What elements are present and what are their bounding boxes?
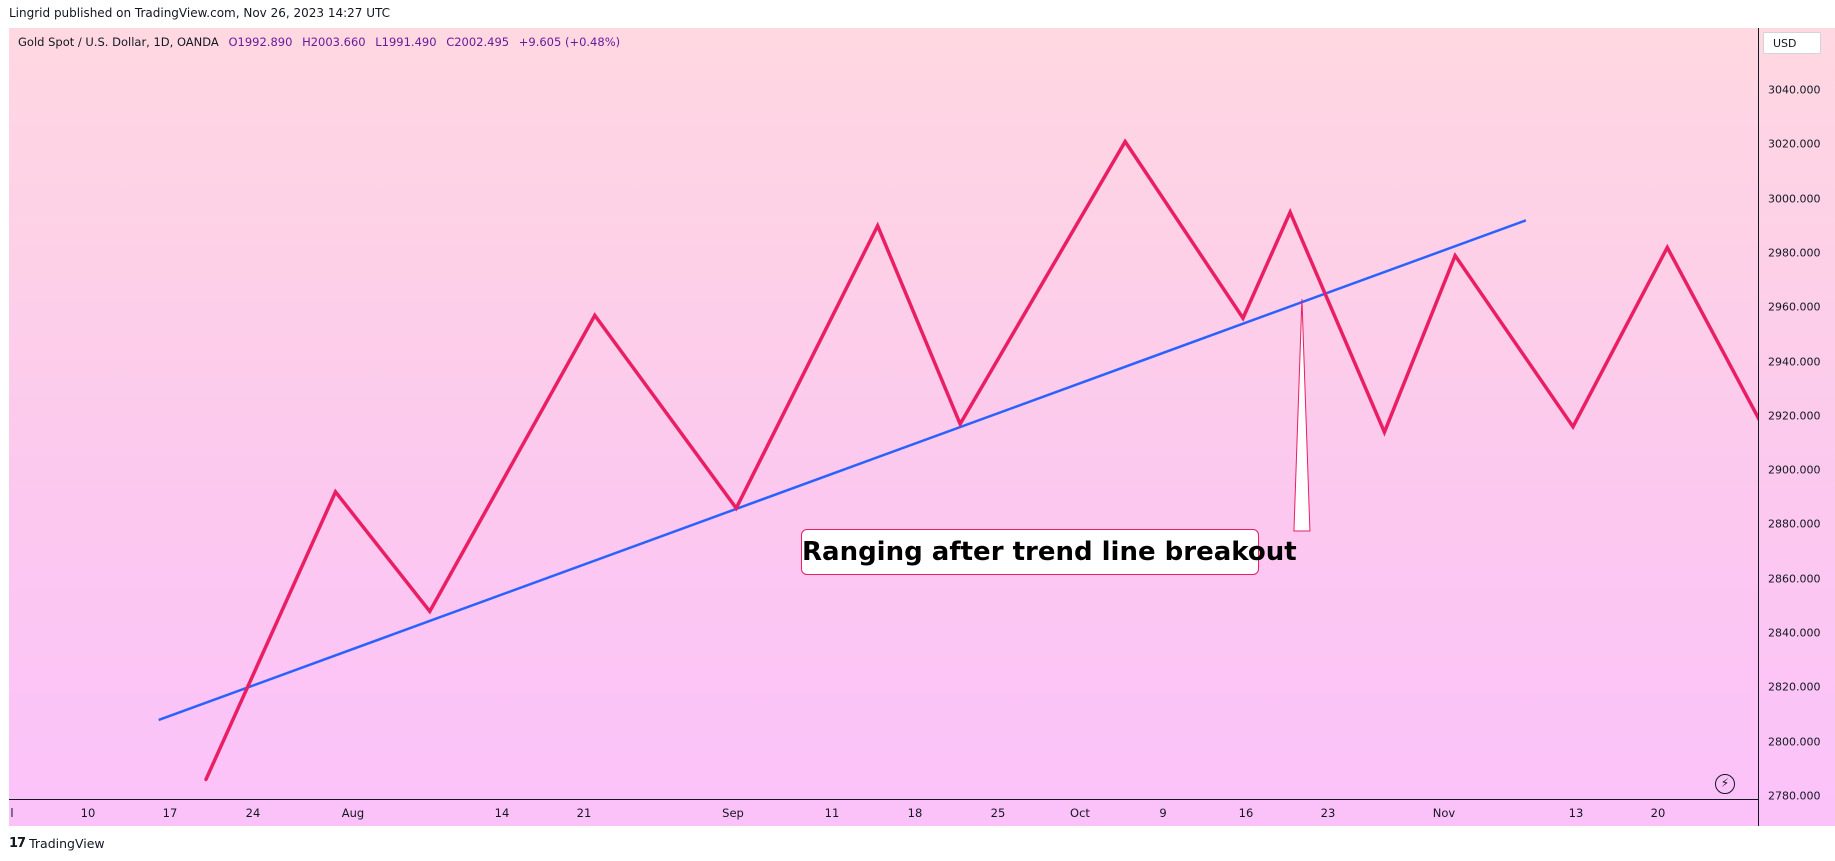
- ohlc-open: O1992.890: [228, 35, 293, 49]
- time-tick-label: 21: [576, 806, 592, 820]
- price-tick-label: 2940.000: [1768, 355, 1821, 368]
- time-tick-label: 23: [1320, 806, 1336, 820]
- price-tick-label: 3020.000: [1768, 137, 1821, 151]
- price-tick-label: 2980.000: [1768, 246, 1821, 260]
- time-tick-label: 9: [1159, 806, 1167, 820]
- time-tick-label: 11: [824, 806, 840, 820]
- path-point: [1571, 425, 1575, 429]
- path-point: [1665, 245, 1669, 249]
- price-tick-label: 2800.000: [1768, 735, 1821, 749]
- ohlc-close: C2002.495: [446, 35, 510, 49]
- price-tick-label: 2820.000: [1768, 680, 1821, 694]
- path-point: [958, 422, 962, 426]
- path-point: [734, 506, 738, 510]
- price-tick-label: 2860.000: [1768, 572, 1821, 586]
- time-tick-label: 14: [494, 806, 510, 820]
- time-tick-label: 17: [162, 806, 178, 820]
- time-tick-label: 10: [80, 806, 96, 820]
- tradingview-logo-icon: 17: [9, 836, 26, 851]
- chart-plot[interactable]: [9, 28, 1759, 826]
- projection-path[interactable]: [204, 114, 1759, 781]
- price-tick-label: 2920.000: [1768, 409, 1821, 423]
- chart-area[interactable]: [9, 28, 1759, 826]
- time-axis-divider: [9, 799, 1759, 800]
- path-point: [1382, 430, 1386, 434]
- path-point: [876, 224, 880, 228]
- time-tick-label: Aug: [341, 806, 365, 820]
- price-tick-label: 3000.000: [1768, 192, 1821, 206]
- time-tick-label: 20: [1650, 806, 1666, 820]
- time-tick-label: 13: [1568, 806, 1584, 820]
- time-tick-label: l: [10, 806, 14, 820]
- path-point: [428, 609, 432, 613]
- tradingview-brand-text: TradingView: [29, 836, 105, 851]
- annotation-callout[interactable]: Ranging after trend line breakout: [801, 529, 1297, 575]
- price-tick-label: 2960.000: [1768, 300, 1821, 314]
- path-point: [334, 490, 337, 494]
- time-tick-label: Oct: [1070, 806, 1090, 820]
- price-tick-label: 2880.000: [1768, 517, 1821, 531]
- time-tick-label: Nov: [1432, 806, 1456, 820]
- time-tick-label: 18: [907, 806, 923, 820]
- footer-brand: 17 TradingView: [9, 836, 105, 851]
- ohlc-low: L1991.490: [375, 35, 437, 49]
- path-point: [1123, 140, 1127, 144]
- price-tick-label: 3040.000: [1768, 83, 1821, 97]
- lightning-icon[interactable]: ⚡︎: [1715, 774, 1735, 794]
- callout-pointer: [1293, 299, 1311, 532]
- published-by-line: Lingrid published on TradingView.com, No…: [9, 6, 391, 20]
- path-point: [1288, 210, 1292, 214]
- path-point: [204, 778, 208, 782]
- time-tick-label: 25: [990, 806, 1006, 820]
- symbol-name: Gold Spot / U.S. Dollar, 1D, OANDA: [18, 35, 219, 49]
- path-point: [593, 313, 597, 317]
- time-tick-label: 24: [245, 806, 261, 820]
- ohlc-high: H2003.660: [302, 35, 366, 49]
- time-tick-label: 16: [1238, 806, 1254, 820]
- price-tick-label: 2840.000: [1768, 626, 1821, 640]
- price-tick-label: 2780.000: [1768, 789, 1821, 803]
- currency-selector[interactable]: USD: [1763, 32, 1821, 54]
- symbol-legend: Gold Spot / U.S. Dollar, 1D, OANDA O1992…: [18, 35, 620, 49]
- price-axis-divider: [1758, 28, 1759, 826]
- trendline[interactable]: [158, 219, 1527, 722]
- path-point: [1241, 316, 1245, 320]
- price-tick-label: 2900.000: [1768, 463, 1821, 477]
- path-point: [1453, 254, 1457, 258]
- time-tick-label: Sep: [722, 806, 744, 820]
- price-axis[interactable]: [1759, 28, 1835, 826]
- price-change: +9.605 (+0.48%): [518, 35, 621, 49]
